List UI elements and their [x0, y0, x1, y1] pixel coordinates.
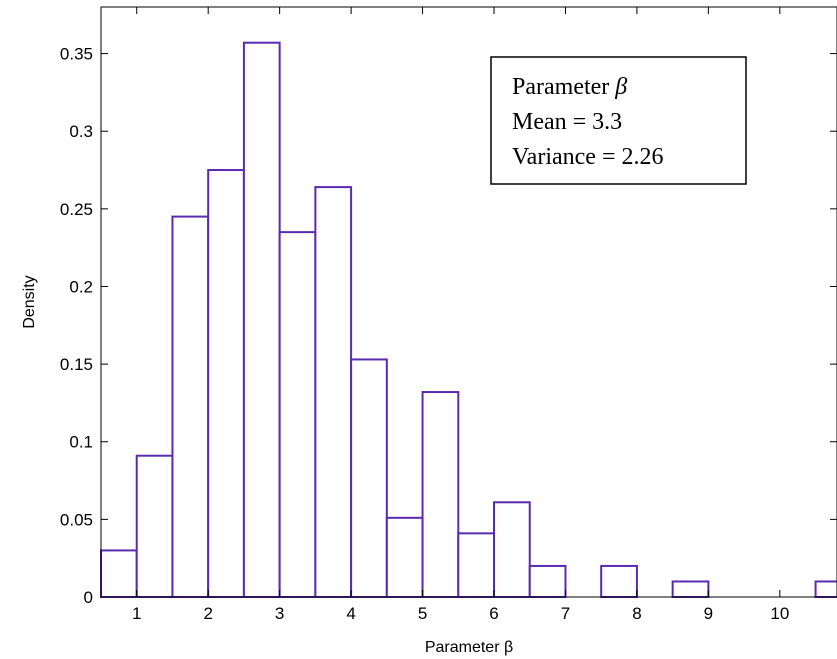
- histogram-bar: [242, 41, 281, 599]
- x-tick-label: 5: [418, 604, 427, 623]
- histogram-bar: [528, 564, 567, 599]
- y-tick-label: 0.05: [60, 510, 93, 529]
- legend-parameter-prefix: Parameter: [512, 74, 615, 100]
- histogram-bar: [171, 215, 210, 599]
- histogram-bars: [100, 41, 837, 599]
- x-tick-label: 2: [203, 604, 212, 623]
- histogram-bar: [350, 358, 388, 598]
- y-axis-label: Density: [21, 275, 38, 328]
- histogram-bar: [457, 532, 496, 598]
- histogram-bar: [600, 564, 638, 599]
- y-tick-label: 0.2: [69, 277, 93, 296]
- legend-line-variance: Variance = 2.26: [512, 144, 663, 170]
- x-tick-label: 1: [132, 604, 141, 623]
- histogram-bar: [135, 454, 174, 599]
- y-tick-label: 0.35: [60, 45, 93, 64]
- y-tick-label: 0.15: [60, 355, 93, 374]
- histogram-bar: [100, 549, 138, 599]
- histogram-bar: [314, 186, 353, 599]
- y-tick-label: 0.3: [69, 122, 93, 141]
- y-tick-label: 0: [84, 588, 93, 607]
- legend-beta-symbol: β: [614, 74, 627, 100]
- y-tick-labels: 0 0.05 0.1 0.15 0.2 0.25 0.3 0.35: [60, 45, 93, 607]
- histogram-bar: [207, 169, 245, 599]
- histogram-bar: [278, 231, 317, 598]
- x-tick-label: 7: [561, 604, 570, 623]
- x-axis-label: Parameter β: [425, 639, 513, 656]
- legend-box: Parameter β Mean = 3.3 Variance = 2.26: [490, 56, 747, 185]
- x-tick-label: 6: [489, 604, 498, 623]
- x-tick-label: 8: [632, 604, 641, 623]
- x-tick-label: 3: [275, 604, 284, 623]
- histogram-bar: [671, 580, 710, 599]
- y-tick-label: 0.25: [60, 200, 93, 219]
- x-tick-labels: 1 2 3 4 5 6 7 8 9 10: [132, 604, 789, 623]
- x-tick-label: 4: [346, 604, 355, 623]
- legend-frame: [490, 56, 747, 185]
- legend-line-mean: Mean = 3.3: [512, 109, 622, 135]
- legend-line-parameter: Parameter β: [512, 74, 627, 100]
- histogram-bar: [493, 501, 531, 598]
- histogram-bar: [385, 516, 424, 599]
- axis-ticks: [101, 7, 837, 598]
- x-tick-label: 10: [770, 604, 789, 623]
- histogram-bar: [421, 391, 460, 599]
- y-tick-label: 0.1: [69, 433, 93, 452]
- x-tick-label: 9: [704, 604, 713, 623]
- histogram-bar: [814, 580, 837, 599]
- plot-area-frame: [100, 6, 837, 598]
